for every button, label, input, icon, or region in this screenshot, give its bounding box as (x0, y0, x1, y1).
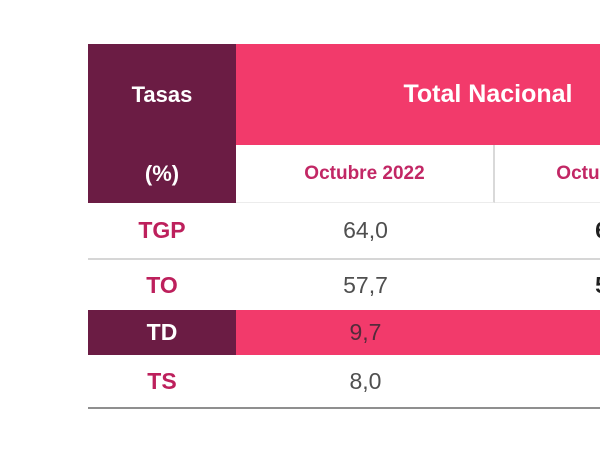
row-label: TS (147, 367, 177, 394)
corner-header-cell: Tasas (%) (88, 44, 236, 203)
header-right: Total Nacional Octubre 2022 Octubre 2023 (236, 44, 600, 203)
value-oct-2023: 58,7 (495, 260, 600, 310)
row-label: TD (88, 310, 236, 355)
rates-table: Tasas (%) Total Nacional Octubre 2022 Oc… (88, 44, 600, 409)
value-oct-2022: 57,7 (343, 271, 388, 298)
corner-header-line1: Tasas (131, 81, 193, 107)
column-headers-row: Octubre 2022 Octubre 2023 (236, 145, 600, 203)
table-row-tgp: TGP 64,0 64,6 (88, 203, 600, 260)
value-oct-2023: 64,6 (495, 203, 600, 258)
value-oct-2023: 7,9 (495, 355, 600, 407)
table-row-to: TO 57,7 58,7 (88, 260, 600, 310)
value-oct-2022: 64,0 (343, 217, 388, 243)
value-oct-2023: 9,2 (495, 310, 600, 355)
group-header: Total Nacional (236, 44, 600, 145)
value-oct-2022: 9,7 (236, 310, 495, 355)
row-label: TO (146, 271, 178, 298)
column-header-octubre-2022: Octubre 2022 (236, 145, 495, 203)
table-row-td-highlighted: TD 9,7 9,2 (88, 310, 600, 355)
table-header: Tasas (%) Total Nacional Octubre 2022 Oc… (88, 44, 600, 203)
row-label: TGP (138, 217, 186, 243)
corner-header-line2: (%) (144, 161, 180, 186)
column-header-octubre-2023: Octubre 2023 (495, 145, 600, 203)
value-oct-2022: 8,0 (349, 367, 382, 394)
table-row-ts: TS 8,0 7,9 (88, 355, 600, 407)
